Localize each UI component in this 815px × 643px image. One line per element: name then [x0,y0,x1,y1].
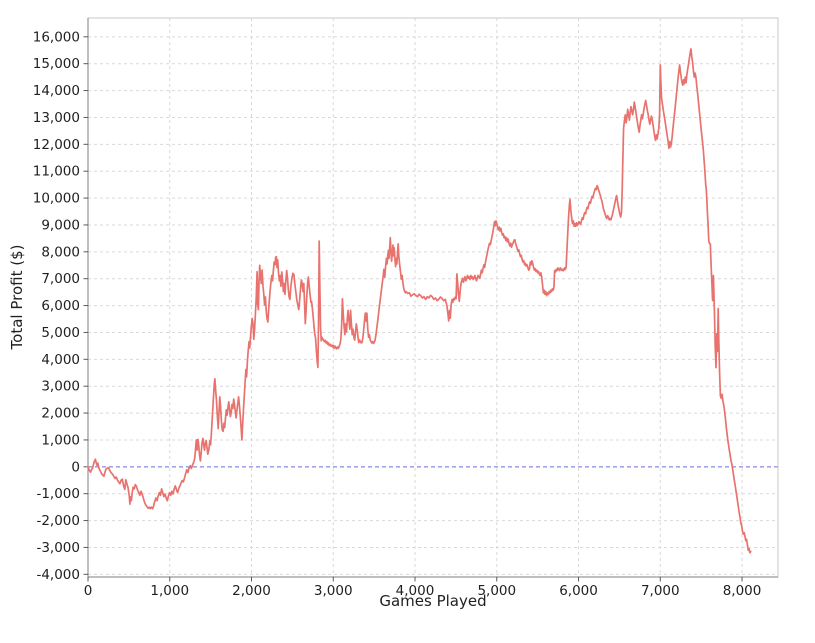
x-axis-title: Games Played [379,592,487,610]
x-tick-label: 4,000 [396,583,435,599]
y-tick-label: 1,000 [41,432,80,448]
y-tick-label: 13,000 [33,110,80,126]
y-tick-label: 12,000 [33,137,80,153]
y-tick-label: -2,000 [36,513,80,529]
y-tick-label: 15,000 [33,56,80,72]
profit-line [87,48,752,554]
y-tick-label: 10,000 [33,191,80,207]
y-tick-label: 16,000 [33,29,80,45]
y-tick-label: 0 [71,459,80,475]
x-tick-label: 5,000 [477,583,516,599]
x-tick-label: 2,000 [232,583,271,599]
x-tick-label: 3,000 [314,583,353,599]
y-tick-label: 4,000 [41,352,80,368]
y-tick-label: 6,000 [41,298,80,314]
y-tick-label: 8,000 [41,244,80,260]
x-tick-label: 1,000 [150,583,189,599]
y-axis-title: Total Profit ($) [8,244,26,350]
y-tick-label: 3,000 [41,379,80,395]
y-tick-label: 7,000 [41,271,80,287]
y-tick-label: 9,000 [41,217,80,233]
y-tick-label: -3,000 [36,540,80,556]
y-tick-label: 11,000 [33,164,80,180]
x-tick-label: 0 [84,583,93,599]
y-tick-label: -4,000 [36,567,80,583]
x-tick-label: 7,000 [641,583,680,599]
x-tick-label: 6,000 [559,583,598,599]
y-tick-label: 2,000 [41,406,80,422]
y-tick-label: 14,000 [33,83,80,99]
y-tick-label: 5,000 [41,325,80,341]
y-tick-label: -1,000 [36,486,80,502]
x-tick-label: 8,000 [723,583,762,599]
